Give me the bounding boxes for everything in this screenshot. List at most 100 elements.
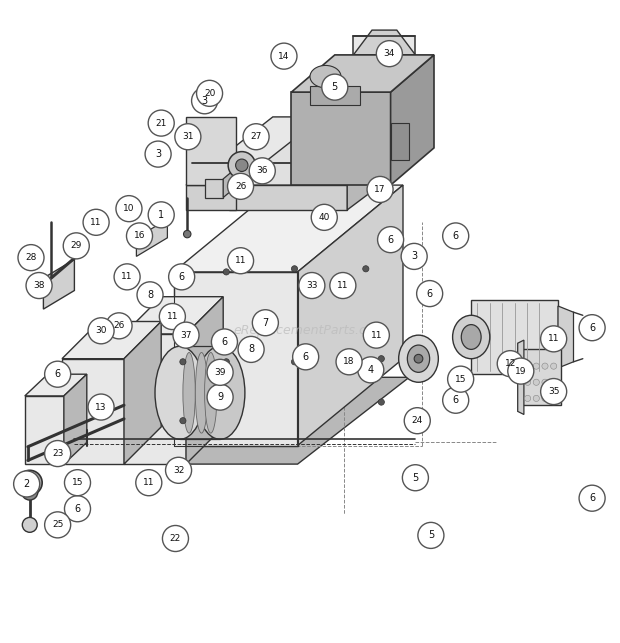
Text: 11: 11: [235, 257, 246, 266]
Circle shape: [211, 329, 237, 355]
Text: 35: 35: [548, 387, 559, 396]
Circle shape: [169, 264, 195, 290]
Circle shape: [238, 336, 264, 363]
Circle shape: [148, 110, 174, 136]
Polygon shape: [186, 117, 236, 185]
Ellipse shape: [228, 152, 255, 179]
Circle shape: [14, 471, 40, 497]
Text: 9: 9: [217, 392, 223, 402]
Text: 25: 25: [52, 520, 63, 529]
Text: 1: 1: [158, 210, 164, 220]
Circle shape: [159, 303, 185, 330]
Circle shape: [401, 244, 427, 269]
Ellipse shape: [525, 363, 531, 369]
Text: 20: 20: [204, 89, 215, 98]
Circle shape: [299, 273, 325, 298]
Polygon shape: [353, 30, 415, 55]
Text: 11: 11: [167, 312, 178, 321]
Text: 15: 15: [72, 478, 83, 487]
Circle shape: [207, 384, 233, 410]
Ellipse shape: [551, 363, 557, 369]
Ellipse shape: [180, 266, 186, 272]
Circle shape: [26, 273, 52, 298]
Polygon shape: [64, 374, 87, 464]
Ellipse shape: [542, 363, 548, 369]
Polygon shape: [43, 260, 74, 309]
Text: 21: 21: [156, 118, 167, 127]
Text: 40: 40: [319, 213, 330, 222]
Ellipse shape: [195, 347, 245, 439]
Circle shape: [18, 244, 44, 271]
Text: 6: 6: [221, 337, 228, 347]
Ellipse shape: [291, 359, 298, 365]
Text: 8: 8: [147, 290, 153, 300]
Ellipse shape: [414, 354, 423, 363]
Polygon shape: [25, 396, 64, 464]
Text: 7: 7: [262, 318, 268, 328]
Circle shape: [402, 465, 428, 491]
Text: 24: 24: [412, 416, 423, 425]
Circle shape: [173, 322, 199, 348]
Ellipse shape: [155, 347, 205, 439]
Text: 11: 11: [337, 281, 348, 290]
Circle shape: [363, 322, 389, 348]
Ellipse shape: [363, 359, 369, 365]
Text: 22: 22: [170, 534, 181, 543]
Ellipse shape: [180, 359, 186, 365]
Ellipse shape: [525, 395, 531, 401]
Circle shape: [148, 202, 174, 228]
Polygon shape: [298, 185, 403, 446]
Circle shape: [45, 512, 71, 538]
Circle shape: [63, 233, 89, 259]
Circle shape: [137, 282, 163, 308]
Circle shape: [197, 80, 223, 106]
Text: 5: 5: [332, 82, 338, 92]
Text: 11: 11: [371, 331, 382, 340]
Text: 6: 6: [179, 272, 185, 282]
Text: 6: 6: [55, 369, 61, 379]
Circle shape: [541, 326, 567, 352]
Ellipse shape: [195, 352, 208, 433]
Polygon shape: [25, 374, 87, 396]
Text: 10: 10: [123, 204, 135, 213]
Text: 27: 27: [250, 132, 262, 141]
Ellipse shape: [533, 363, 539, 369]
Circle shape: [443, 387, 469, 413]
Polygon shape: [186, 185, 236, 210]
Circle shape: [64, 469, 91, 496]
Circle shape: [162, 525, 188, 552]
Text: 26: 26: [113, 322, 125, 331]
Bar: [391, 123, 409, 160]
Ellipse shape: [542, 395, 548, 401]
Ellipse shape: [407, 345, 430, 372]
Circle shape: [579, 485, 605, 511]
Circle shape: [271, 43, 297, 69]
Circle shape: [376, 41, 402, 67]
Polygon shape: [391, 55, 434, 185]
Text: 39: 39: [215, 368, 226, 377]
Circle shape: [579, 314, 605, 341]
Ellipse shape: [22, 518, 37, 532]
Circle shape: [293, 344, 319, 370]
Text: 31: 31: [182, 132, 193, 141]
Ellipse shape: [310, 66, 341, 87]
Text: 11: 11: [143, 478, 154, 487]
Ellipse shape: [236, 159, 248, 172]
Text: 12: 12: [505, 359, 516, 368]
Circle shape: [192, 87, 218, 114]
Text: 3: 3: [155, 149, 161, 159]
Polygon shape: [186, 117, 322, 185]
Text: 5: 5: [412, 473, 418, 483]
Text: 23: 23: [52, 449, 63, 458]
Text: 6: 6: [453, 395, 459, 405]
Text: 3: 3: [411, 251, 417, 262]
Ellipse shape: [22, 484, 38, 500]
Text: 28: 28: [25, 253, 37, 262]
Ellipse shape: [378, 399, 384, 405]
Text: 11: 11: [91, 218, 102, 227]
Text: 6: 6: [589, 323, 595, 332]
Circle shape: [404, 408, 430, 434]
Circle shape: [378, 226, 404, 253]
Text: 32: 32: [173, 466, 184, 475]
Polygon shape: [124, 296, 223, 334]
